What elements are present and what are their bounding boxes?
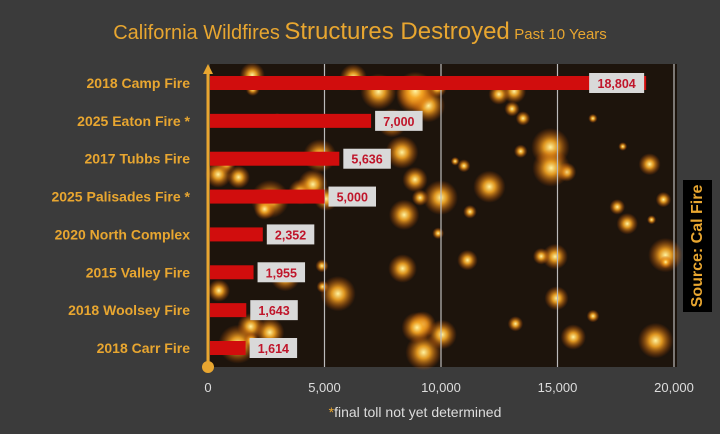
fire-glow [320, 275, 356, 312]
fire-glow [513, 144, 528, 159]
data-label-box [589, 73, 645, 93]
bar [210, 227, 263, 242]
fire-glow [638, 153, 661, 176]
title-part-2: Structures Destroyed [284, 18, 510, 45]
fire-glow [457, 159, 471, 173]
data-label-box [266, 224, 315, 245]
fire-glow [204, 161, 232, 188]
bar [210, 113, 372, 128]
x-tick-label: 0 [204, 380, 211, 395]
fire-glow [560, 324, 586, 350]
bar [210, 341, 246, 355]
axis-origin-dot [202, 361, 214, 373]
fire-glow [544, 286, 569, 311]
title-part-3: Past 10 Years [514, 26, 607, 43]
fire-glow [432, 227, 444, 240]
chart-title: California Wildfires Structures Destroye… [0, 18, 720, 46]
data-label: 18,804 [598, 77, 636, 91]
category-label: 2025 Eaton Fire * [77, 113, 190, 129]
bar [210, 189, 325, 204]
category-label: 2025 Palisades Fire * [51, 189, 190, 205]
fire-glow [405, 334, 442, 371]
footnote: *final toll not yet determined [0, 404, 720, 420]
fire-glow [227, 165, 251, 189]
data-label-box [250, 300, 298, 321]
data-label-box [343, 148, 391, 169]
source-box: Source: Cal Fire [683, 180, 712, 312]
fire-glow [618, 142, 628, 151]
fire-glow [588, 113, 598, 124]
x-tick-label: 15,000 [538, 380, 578, 395]
data-label: 2,352 [275, 228, 306, 242]
data-label-box [249, 338, 298, 358]
fire-glow [542, 243, 568, 270]
fire-glow [647, 215, 657, 225]
data-label-box [328, 186, 376, 207]
category-label: 2018 Carr Fire [97, 340, 191, 356]
data-label-box [257, 262, 306, 283]
fire-glow [586, 309, 600, 323]
fire-glow [457, 249, 478, 271]
bar [210, 76, 647, 90]
fire-glow [659, 255, 673, 269]
fire-glow [504, 101, 520, 117]
category-label: 2017 Tubbs Fire [84, 151, 190, 167]
fire-glow [385, 135, 419, 169]
category-label: 2018 Camp Fire [87, 75, 191, 91]
x-tick-label: 20,000 [654, 380, 694, 395]
fire-glow [315, 259, 329, 273]
fire-glow [637, 322, 674, 359]
fire-glow [616, 212, 639, 235]
data-label: 1,955 [266, 266, 297, 280]
fire-glow [507, 316, 524, 332]
fire-glow [655, 191, 672, 208]
data-label: 5,000 [337, 191, 368, 205]
fire-glow [515, 111, 531, 126]
category-label: 2020 North Complex [55, 226, 191, 242]
fire-glow [609, 199, 626, 215]
data-label-box [375, 110, 423, 131]
fire-glow [388, 254, 417, 283]
title-part-1: California Wildfires [113, 22, 280, 44]
category-label: 2015 Valley Fire [86, 264, 191, 280]
bar [210, 151, 340, 166]
bar [210, 303, 247, 318]
data-label: 1,614 [258, 342, 289, 356]
fire-glow [207, 279, 231, 302]
fire-glow [402, 166, 428, 193]
fire-glow [532, 149, 571, 187]
fire-glow [532, 247, 550, 265]
footnote-text: final toll not yet determined [334, 404, 502, 420]
fire-glow [463, 204, 477, 219]
fire-glow [411, 189, 429, 206]
fire-glow [473, 170, 506, 203]
axis-arrow-icon [203, 64, 213, 74]
source-text: Source: Cal Fire [688, 184, 706, 308]
fire-glow [388, 199, 420, 231]
fire-glow [401, 312, 433, 344]
data-label: 1,643 [258, 304, 289, 318]
data-label: 7,000 [383, 115, 414, 129]
data-label: 5,636 [351, 153, 382, 167]
footnote-star: * [328, 404, 335, 420]
category-label: 2018 Woolsey Fire [68, 302, 190, 318]
x-tick-label: 10,000 [421, 380, 461, 395]
fire-glow [450, 156, 460, 166]
x-tick-label: 5,000 [308, 380, 341, 395]
fire-glow [253, 198, 276, 220]
bar [210, 265, 254, 280]
